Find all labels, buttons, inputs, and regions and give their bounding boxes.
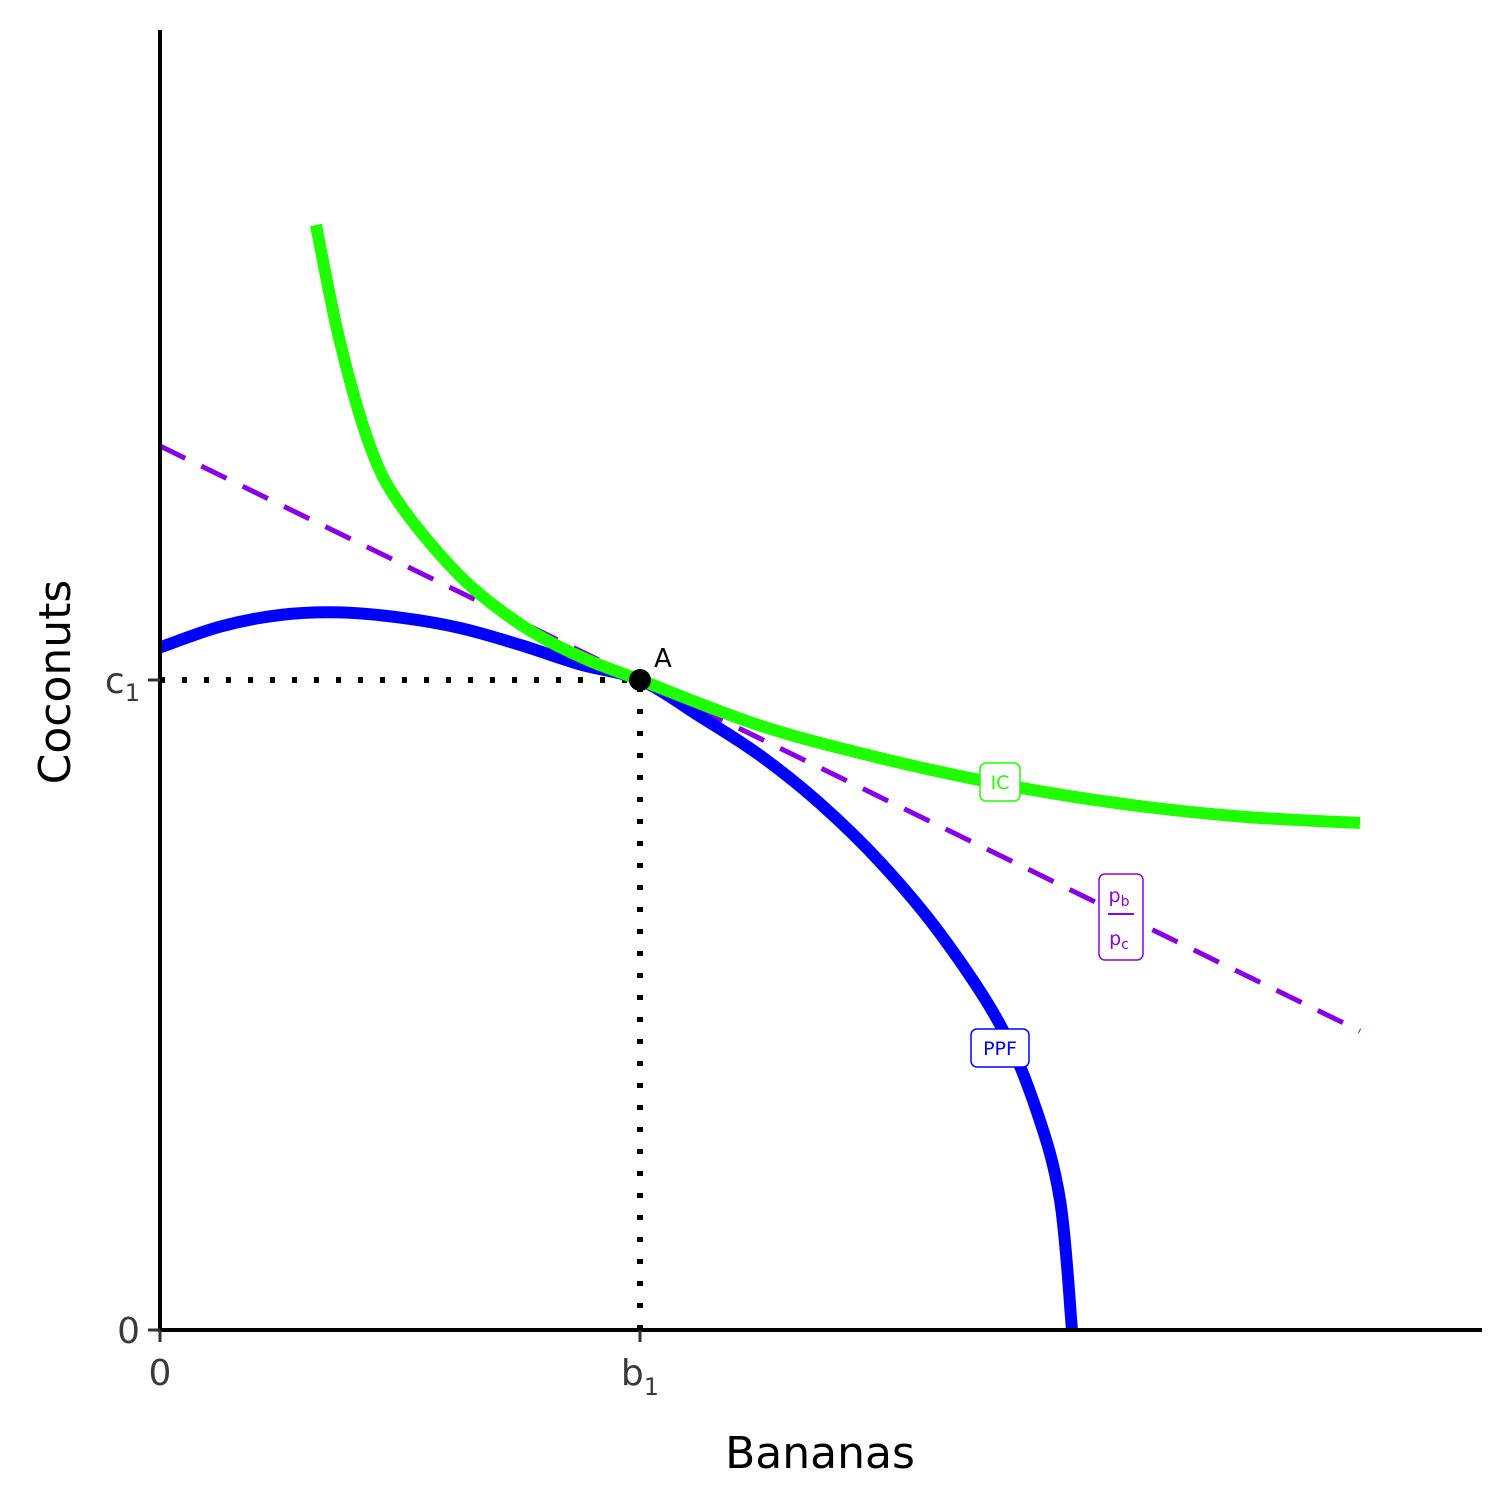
guide-lines bbox=[160, 677, 643, 1330]
price-ratio-denominator: pc bbox=[1109, 928, 1129, 953]
point-a-label: A bbox=[654, 644, 672, 674]
series-ppf bbox=[157, 606, 1078, 1331]
price-ratio-numerator: pb bbox=[1109, 885, 1130, 910]
ic-label-box bbox=[979, 762, 1021, 802]
ic-label: IC bbox=[991, 772, 1010, 794]
x-tick-label: 0 bbox=[149, 1353, 172, 1394]
point-a-marker bbox=[629, 669, 651, 691]
ppf-label: PPF bbox=[983, 1038, 1017, 1060]
series-layer bbox=[157, 223, 1362, 1331]
x-tick-label: b1 bbox=[621, 1353, 659, 1401]
y-tick-label: 0 bbox=[117, 1311, 140, 1352]
series-price-line bbox=[158, 443, 1362, 1034]
annotations: A bbox=[629, 644, 672, 691]
x-axis-title: Bananas bbox=[725, 1428, 915, 1479]
price-ratio-label-box bbox=[1098, 873, 1144, 961]
axes bbox=[148, 30, 1482, 1342]
ppf-label-box bbox=[970, 1028, 1030, 1068]
series-ic bbox=[310, 223, 1361, 829]
y-axis-title: Coconuts bbox=[30, 580, 81, 785]
y-tick-label: c1 bbox=[105, 661, 140, 707]
curve-labels: PPF IC pb pc bbox=[970, 762, 1144, 1068]
tick-labels: 0 b1 0 c1 bbox=[105, 661, 659, 1401]
